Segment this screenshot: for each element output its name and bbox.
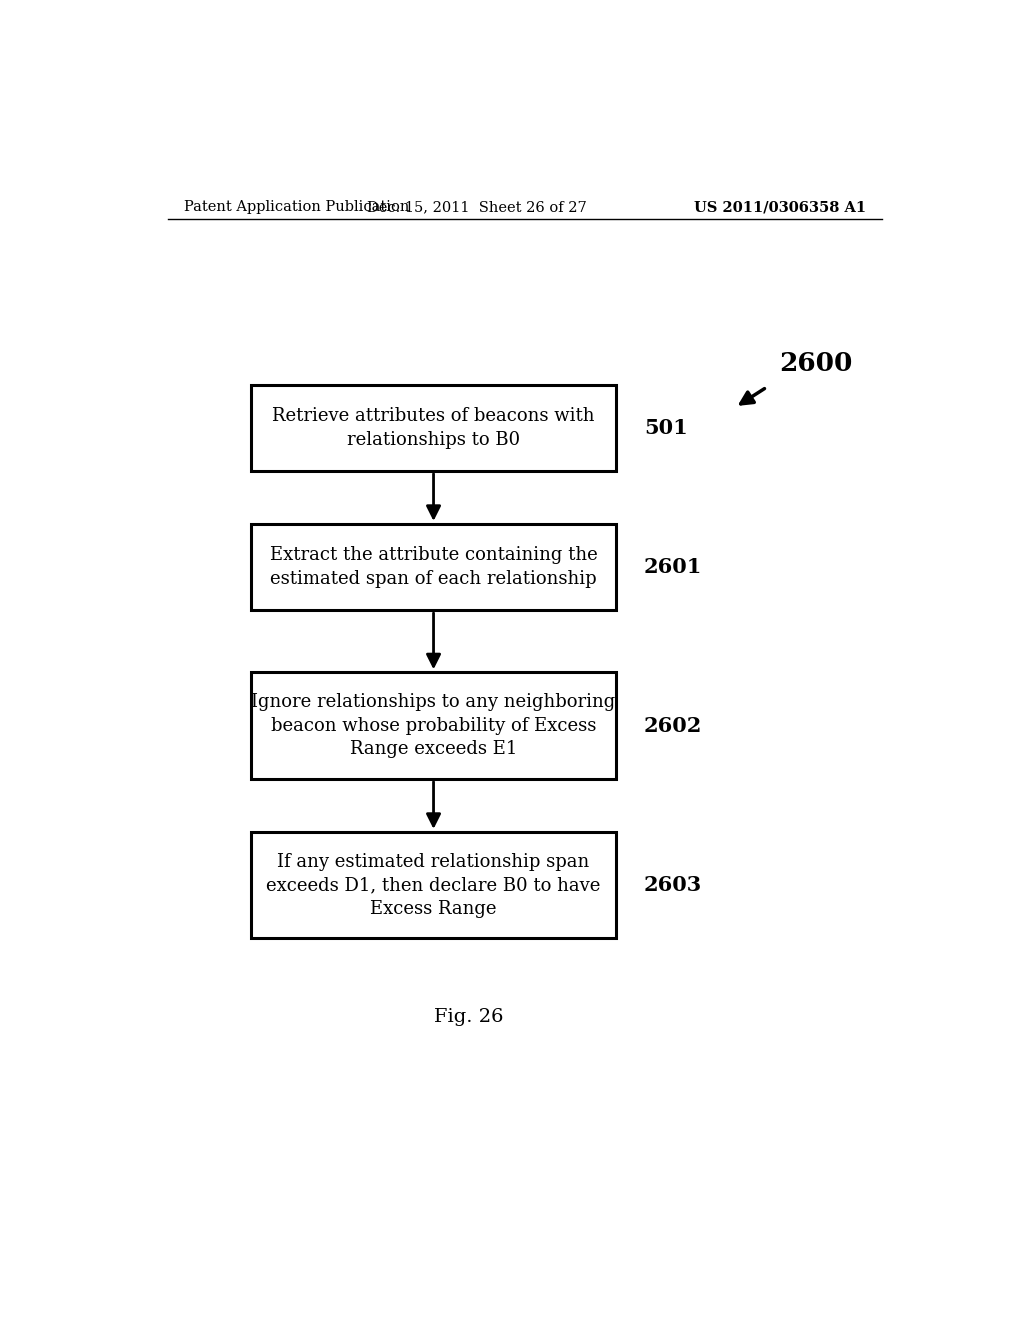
FancyBboxPatch shape bbox=[251, 524, 616, 610]
Text: If any estimated relationship span
exceeds D1, then declare B0 to have
Excess Ra: If any estimated relationship span excee… bbox=[266, 853, 601, 917]
FancyBboxPatch shape bbox=[251, 832, 616, 939]
Text: Fig. 26: Fig. 26 bbox=[434, 1008, 504, 1026]
Text: Retrieve attributes of beacons with
relationships to B0: Retrieve attributes of beacons with rela… bbox=[272, 407, 595, 449]
Text: Ignore relationships to any neighboring
beacon whose probability of Excess
Range: Ignore relationships to any neighboring … bbox=[252, 693, 615, 758]
Text: 2600: 2600 bbox=[778, 351, 852, 376]
FancyBboxPatch shape bbox=[251, 384, 616, 471]
Text: 2601: 2601 bbox=[644, 557, 702, 577]
Text: Patent Application Publication: Patent Application Publication bbox=[183, 201, 409, 214]
Text: 501: 501 bbox=[644, 417, 687, 438]
FancyBboxPatch shape bbox=[251, 672, 616, 779]
Text: 2602: 2602 bbox=[644, 715, 702, 735]
Text: US 2011/0306358 A1: US 2011/0306358 A1 bbox=[694, 201, 866, 214]
Text: Dec. 15, 2011  Sheet 26 of 27: Dec. 15, 2011 Sheet 26 of 27 bbox=[368, 201, 587, 214]
Text: Extract the attribute containing the
estimated span of each relationship: Extract the attribute containing the est… bbox=[269, 546, 597, 587]
Text: 2603: 2603 bbox=[644, 875, 702, 895]
